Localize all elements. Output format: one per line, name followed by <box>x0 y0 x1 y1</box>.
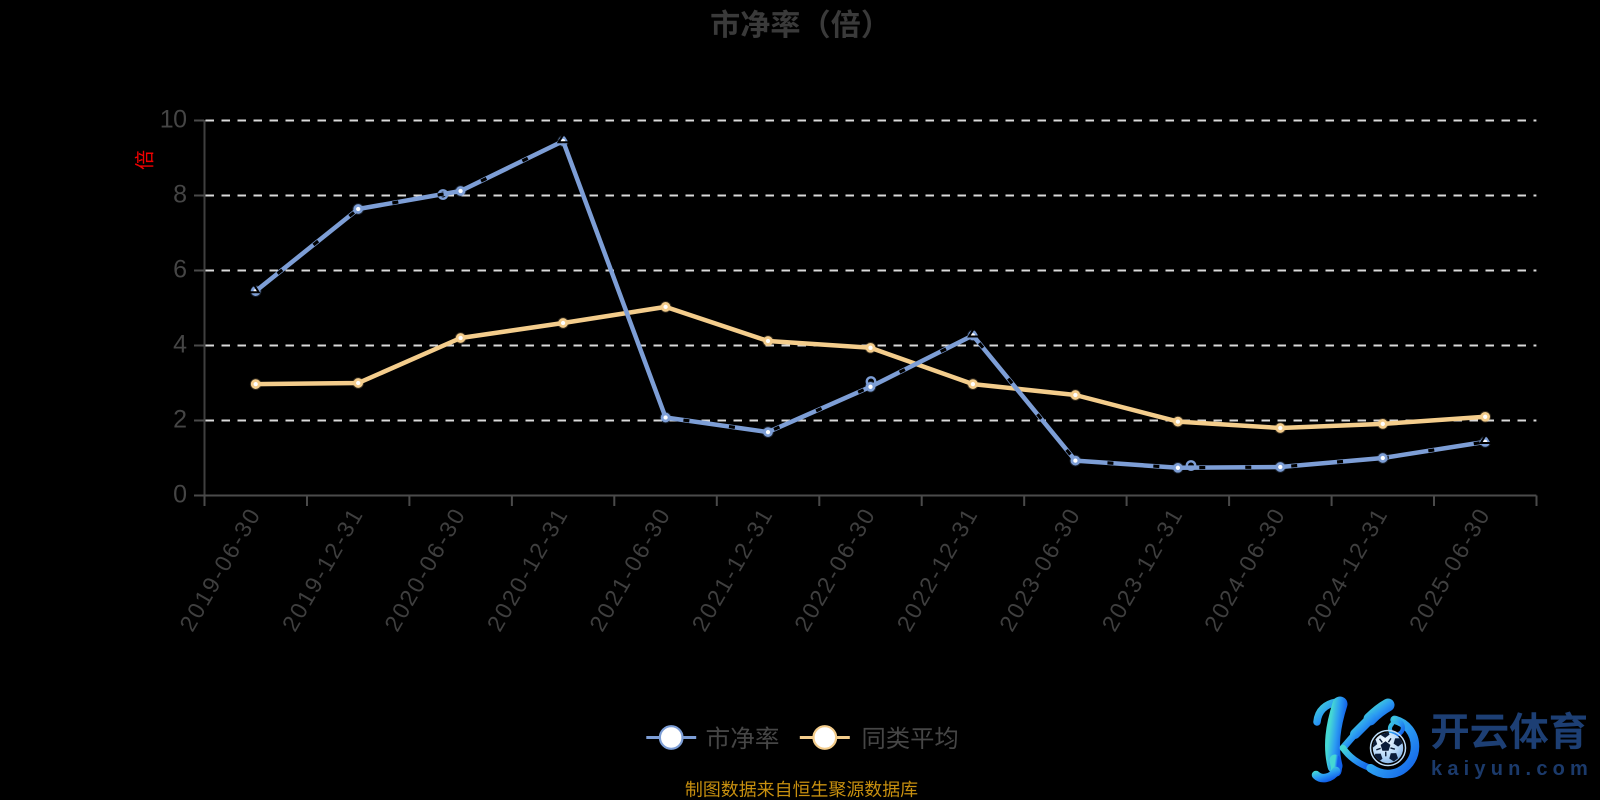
svg-text:2: 2 <box>173 406 186 434</box>
svg-text:6: 6 <box>173 256 186 284</box>
svg-text:8: 8 <box>173 181 186 209</box>
svg-text:4: 4 <box>173 331 187 359</box>
svg-text:10: 10 <box>160 106 187 134</box>
svg-text:0: 0 <box>173 481 186 509</box>
svg-text:kaiyun.com: kaiyun.com <box>1431 758 1593 780</box>
